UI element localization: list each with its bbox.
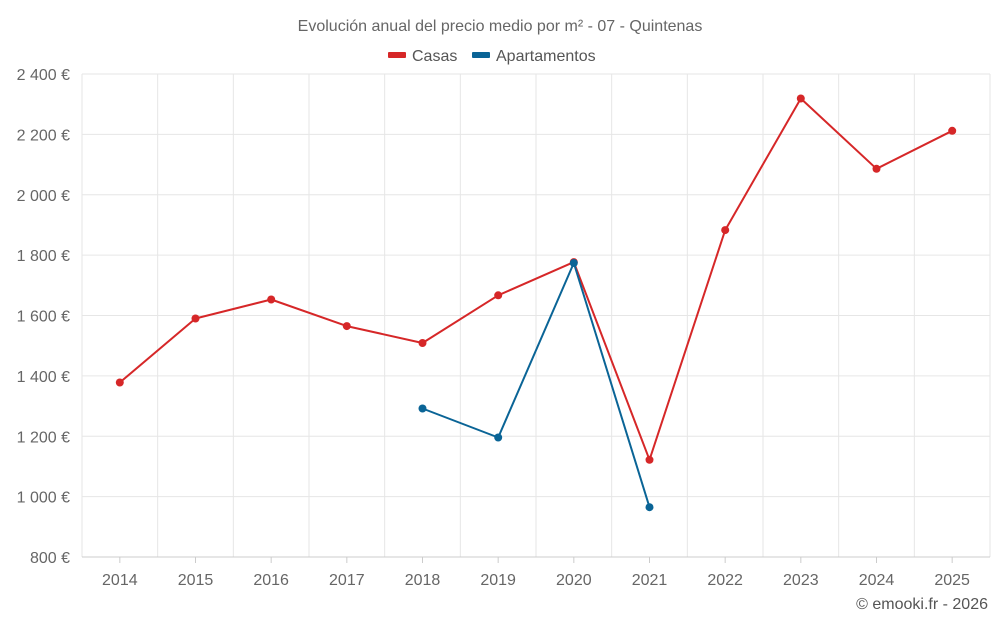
data-point-casas[interactable] bbox=[948, 126, 957, 135]
data-point-casas[interactable] bbox=[872, 164, 881, 173]
y-tick-label: 1 400 € bbox=[17, 369, 70, 386]
legend-label-casas: Casas bbox=[412, 48, 457, 65]
data-point-apartamentos[interactable] bbox=[418, 404, 427, 413]
x-tick-label: 2019 bbox=[480, 572, 516, 589]
y-tick-label: 1 800 € bbox=[17, 248, 70, 265]
legend-swatch-apartamentos bbox=[472, 52, 490, 58]
legend-item-casas[interactable]: Casas bbox=[388, 48, 457, 65]
y-tick-label: 2 200 € bbox=[17, 127, 70, 144]
legend-label-apartamentos: Apartamentos bbox=[496, 48, 596, 65]
y-tick-label: 800 € bbox=[30, 550, 70, 567]
data-point-casas[interactable] bbox=[796, 94, 805, 103]
y-tick-label: 2 000 € bbox=[17, 188, 70, 205]
series-line-apartamentos bbox=[422, 262, 651, 508]
x-tick-label: 2015 bbox=[178, 572, 214, 589]
x-tick-label: 2024 bbox=[859, 572, 895, 589]
data-point-casas[interactable] bbox=[115, 378, 124, 387]
credit-text: © emooki.fr - 2026 bbox=[856, 596, 988, 613]
data-point-casas[interactable] bbox=[645, 455, 654, 464]
series-line-casas bbox=[119, 97, 953, 461]
x-tick-label: 2017 bbox=[329, 572, 365, 589]
legend: Casas Apartamentos bbox=[388, 48, 596, 65]
x-tick-label: 2021 bbox=[632, 572, 668, 589]
x-tick-label: 2025 bbox=[934, 572, 970, 589]
x-tick-label: 2022 bbox=[707, 572, 743, 589]
data-point-casas[interactable] bbox=[267, 295, 276, 304]
grid bbox=[81, 73, 991, 557]
series bbox=[115, 94, 957, 512]
data-point-apartamentos[interactable] bbox=[645, 503, 654, 512]
data-point-casas[interactable] bbox=[342, 322, 351, 331]
y-tick-label: 2 400 € bbox=[17, 67, 70, 84]
x-tick-label: 2023 bbox=[783, 572, 819, 589]
x-tick-label: 2016 bbox=[253, 572, 289, 589]
chart-title: Evolución anual del precio medio por m² … bbox=[298, 18, 703, 35]
legend-item-apartamentos[interactable]: Apartamentos bbox=[472, 48, 596, 65]
y-tick-label: 1 200 € bbox=[17, 429, 70, 446]
axes: 800 € 1 000 € 1 200 € 1 400 € 1 600 € 1 800 €… bbox=[17, 67, 990, 589]
data-point-apartamentos[interactable] bbox=[569, 259, 578, 267]
data-point-casas[interactable] bbox=[721, 226, 730, 235]
x-tick-label: 2020 bbox=[556, 572, 592, 589]
legend-swatch-casas bbox=[388, 52, 406, 58]
data-point-casas[interactable] bbox=[494, 291, 503, 300]
data-point-casas[interactable] bbox=[191, 314, 200, 323]
x-tick-label: 2018 bbox=[405, 572, 441, 589]
x-tick-label: 2014 bbox=[102, 572, 138, 589]
y-tick-label: 1 600 € bbox=[17, 309, 70, 326]
y-tick-label: 1 000 € bbox=[17, 490, 70, 507]
data-point-casas[interactable] bbox=[418, 339, 427, 347]
data-point-apartamentos[interactable] bbox=[494, 433, 503, 442]
